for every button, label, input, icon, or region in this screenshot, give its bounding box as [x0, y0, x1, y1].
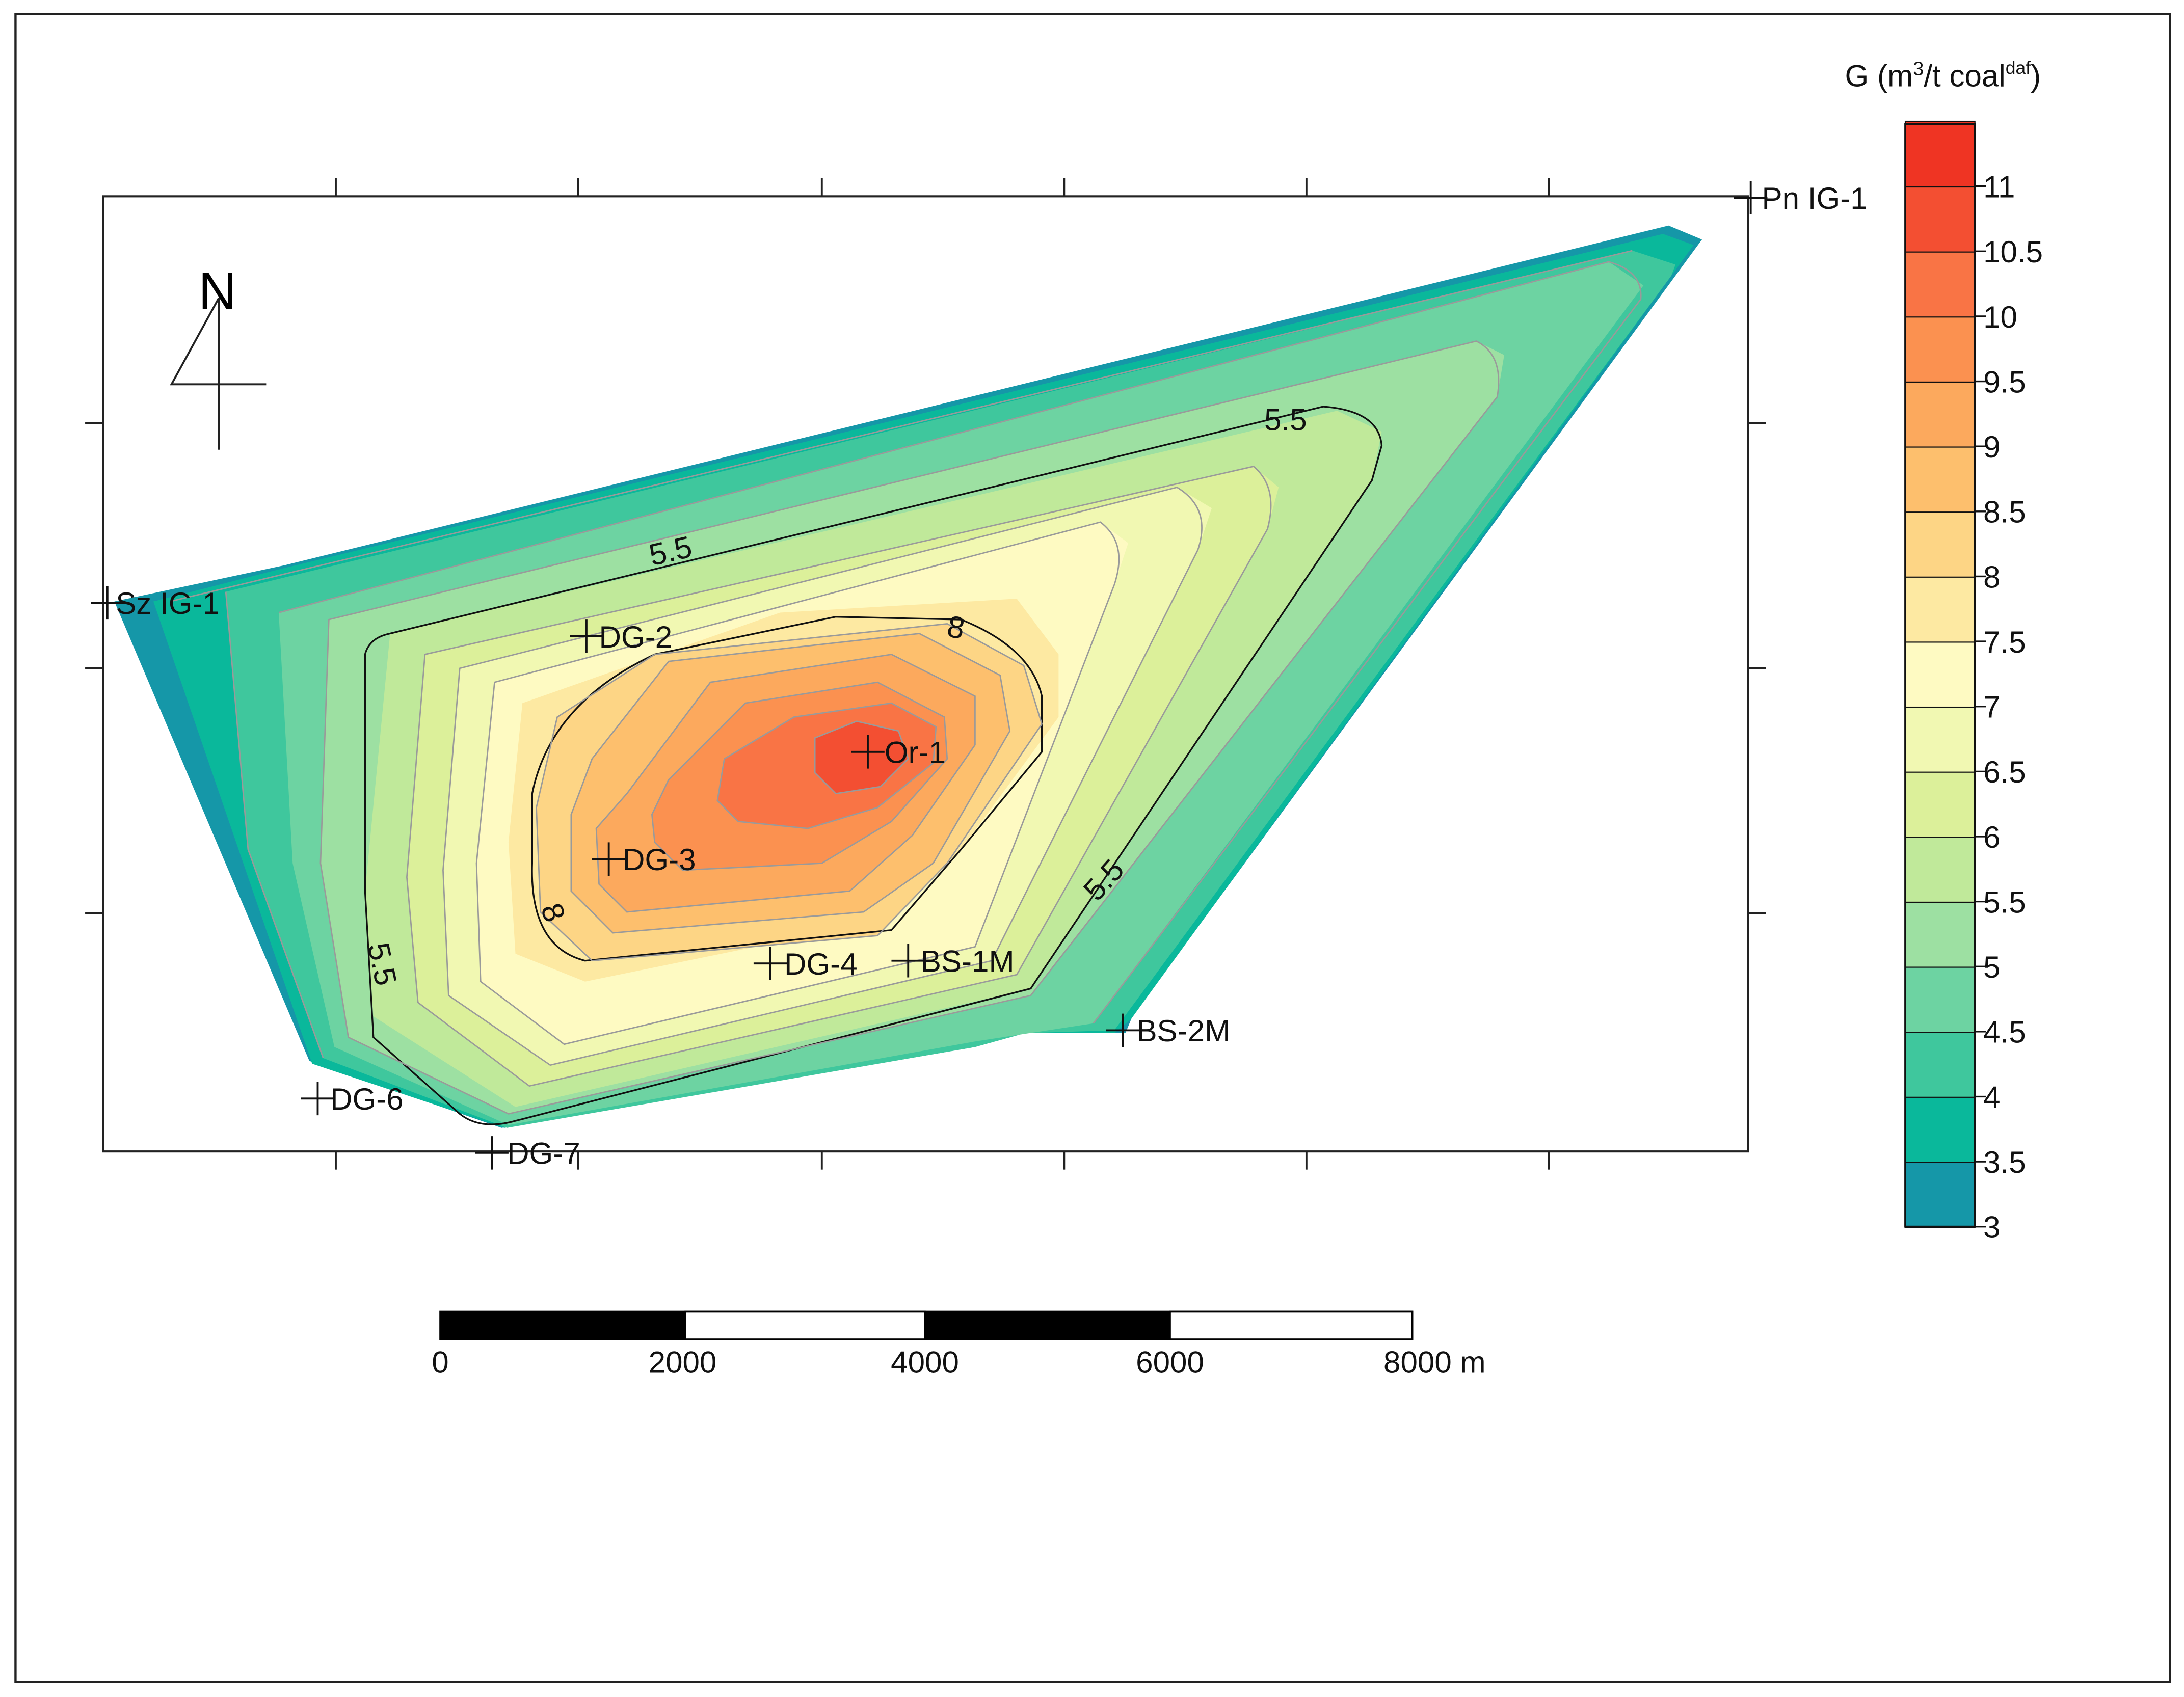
legend-title: G (m3/t coaldaf)	[1845, 58, 2041, 93]
well-pn-ig-1: Pn IG-1	[1734, 181, 1868, 216]
well-label: DG-4	[784, 947, 858, 981]
contour-line-6.5	[406, 466, 1272, 1087]
well-dg-4: DG-4	[753, 947, 858, 981]
legend-labels: 3 3.5 4 4.5 5 5.5 6 6.5 7 7.5 8 8.5 9 9.5 10 10.5 11	[1975, 170, 2043, 1245]
legend-level-label: 6	[1983, 820, 2000, 854]
legend-swatch	[1904, 640, 1976, 708]
legend-swatch	[1904, 901, 1976, 968]
legend-swatches	[1904, 120, 1976, 1228]
legend-level-label: 5	[1983, 950, 2000, 984]
well-dg-6: DG-6	[301, 1082, 404, 1116]
well-sz-ig-1: Sz IG-1	[91, 586, 220, 621]
contour-line-8	[531, 616, 1043, 962]
well-label: Sz IG-1	[116, 586, 220, 621]
legend-swatch	[1904, 185, 1976, 253]
legend-swatch	[1904, 576, 1976, 643]
well-label: DG-7	[507, 1137, 580, 1171]
well-label: BS-1M	[921, 945, 1015, 979]
legend-swatch	[1904, 771, 1976, 838]
contour-line-5	[278, 261, 1642, 1024]
legend-swatch	[1904, 120, 1976, 188]
legend-level-label: 5.5	[1983, 885, 2026, 919]
legend-swatch	[1904, 381, 1976, 448]
well-label: DG-6	[330, 1082, 404, 1116]
scale-tick-label: 6000	[1136, 1345, 1204, 1380]
map-frame	[85, 178, 1766, 1170]
legend: G (m3/t coaldaf) 3 3.5 4 4.5 5 5.5 6 6.5 7 7.5 8 8.…	[1845, 58, 2043, 1245]
scale-tick-label: 4000	[891, 1345, 959, 1380]
legend-swatch	[1904, 1161, 1976, 1228]
legend-swatch	[1904, 315, 1976, 383]
contour-lines	[170, 250, 1642, 1125]
contour-label: 5.5	[361, 940, 404, 989]
contour-line-9.5	[595, 654, 976, 913]
legend-level-label: 3.5	[1983, 1145, 2026, 1179]
well-dg-2: DG-2	[570, 619, 672, 654]
legend-level-label: 10.5	[1983, 235, 2043, 269]
legend-level-label: 7.5	[1983, 625, 2026, 659]
contour-label: 5.5	[1264, 402, 1307, 437]
contour-line-9	[570, 633, 1011, 934]
outer-frame	[14, 13, 2171, 1683]
legend-level-label: 9	[1983, 430, 2000, 464]
contour-line-4	[170, 250, 1633, 602]
legend-level-label: 7	[1983, 690, 2000, 724]
legend-swatch	[1904, 836, 1976, 903]
legend-swatch	[1904, 1031, 1976, 1098]
well-bs-2m: BS-2M	[1106, 1013, 1230, 1048]
contour-line-7	[442, 487, 1203, 1066]
legend-swatch	[1904, 251, 1976, 318]
north-arrow: N	[170, 262, 267, 450]
scale-tick-label: 2000	[649, 1345, 717, 1380]
legend-swatch	[1904, 966, 1976, 1033]
legend-level-label: 11	[1983, 170, 2015, 204]
contour-bands	[114, 225, 1702, 1128]
well-label: DG-3	[623, 843, 696, 877]
wells: Sz IG-1 Pn IG-1 DG-2 Or-1 DG-3 DG-4 BS-1…	[91, 181, 1868, 1171]
legend-swatch	[1904, 1096, 1976, 1163]
legend-level-label: 3	[1983, 1210, 2000, 1245]
contour-line-5.5	[364, 406, 1383, 1125]
legend-level-label: 9.5	[1983, 365, 2026, 399]
legend-frame	[1904, 123, 1976, 1228]
scale-bar: 0 2000 4000 6000 8000 m	[432, 1310, 1486, 1380]
legend-level-label: 8	[1983, 560, 2000, 594]
scale-tick-label: 8000 m	[1383, 1345, 1486, 1380]
legend-swatch	[1904, 510, 1976, 578]
contour-line-10.5	[716, 702, 937, 829]
north-arrow-icon	[170, 297, 267, 450]
legend-level-label: 4.5	[1983, 1015, 2026, 1049]
well-dg-3: DG-3	[592, 842, 696, 877]
well-bs-1m: BS-1M	[891, 944, 1015, 979]
contour-line-11	[814, 720, 909, 795]
well-label: DG-2	[599, 620, 673, 654]
well-dg-7: DG-7	[475, 1136, 580, 1171]
legend-level-label: 10	[1983, 300, 2017, 334]
scale-tick-label: 0	[432, 1345, 448, 1380]
legend-swatch	[1904, 446, 1976, 513]
contour-line-7.5	[475, 521, 1120, 1045]
well-or-1: Or-1	[851, 735, 946, 770]
legend-level-label: 6.5	[1983, 755, 2026, 789]
band-11	[815, 721, 909, 794]
contour-line-6	[319, 340, 1500, 1115]
well-label: BS-2M	[1136, 1014, 1230, 1048]
contour-line-4.5	[225, 591, 324, 1059]
well-label: Pn IG-1	[1762, 181, 1868, 216]
well-label: Or-1	[885, 736, 946, 770]
contour-line-10	[651, 681, 948, 871]
legend-level-label: 8.5	[1983, 495, 2026, 529]
legend-level-label: 4	[1983, 1080, 2000, 1114]
contour-line-8.5	[536, 623, 1043, 962]
north-label: N	[198, 262, 236, 321]
legend-swatch	[1904, 706, 1976, 773]
